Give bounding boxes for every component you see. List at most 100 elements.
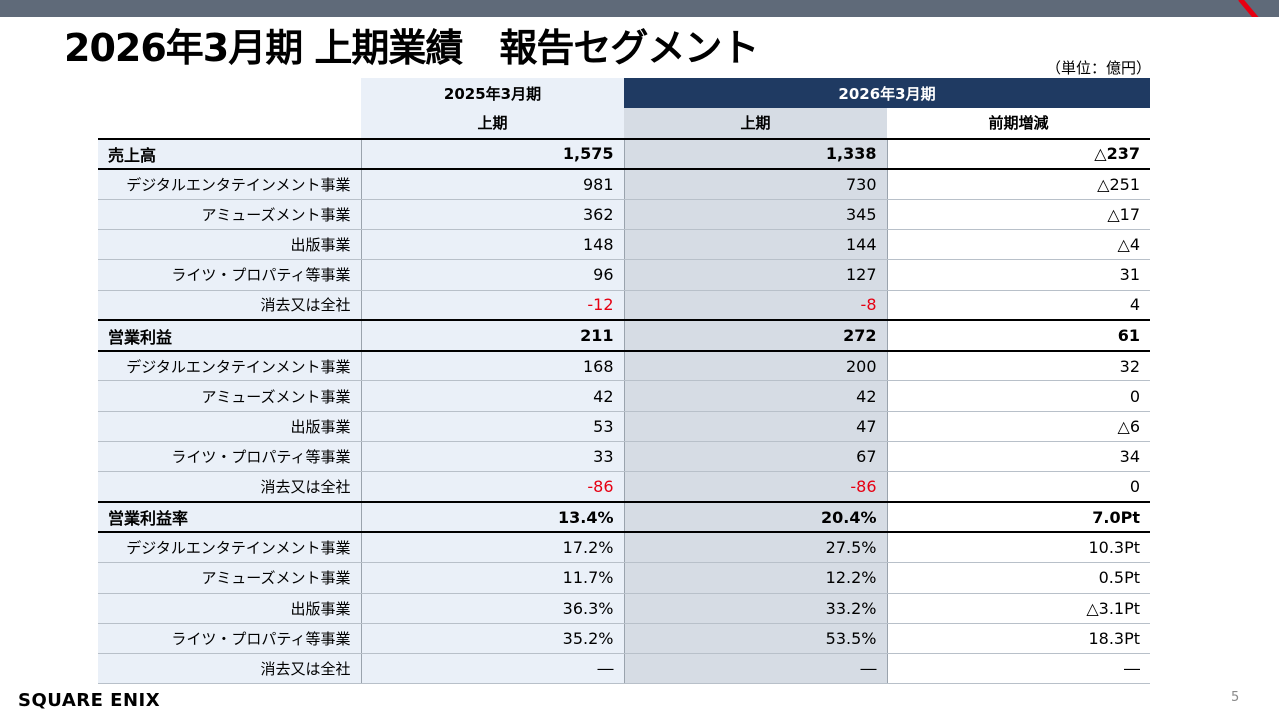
prev-value: 981 (360, 168, 624, 200)
table-row: 出版事業 53 47 △6 (98, 411, 1150, 443)
diff-value: △6 (886, 411, 1150, 443)
cur-value: 1,338 (623, 138, 887, 170)
cur-value: 53.5% (623, 623, 887, 655)
row-label: 出版事業 (98, 229, 361, 261)
table-row: アミューズメント事業 362 345 △17 (98, 199, 1150, 230)
cur-value: 272 (623, 320, 887, 352)
table-row: ライツ・プロパティ等事業 35.2% 53.5% 18.3Pt (98, 623, 1150, 655)
row-label: ライツ・プロパティ等事業 (98, 441, 361, 473)
header-prev-year: 2025年3月期 (361, 78, 624, 109)
cur-value: 67 (623, 441, 887, 473)
prev-value: 17.2% (360, 532, 624, 564)
prev-value: ― (360, 653, 624, 685)
cur-value: 20.4% (623, 502, 887, 534)
prev-value: 11.7% (360, 562, 624, 594)
header-corner (98, 78, 361, 109)
row-label: 消去又は全社 (98, 290, 361, 322)
cur-value: 27.5% (623, 532, 887, 564)
diff-value: 31 (886, 259, 1150, 291)
table-row: ライツ・プロパティ等事業 33 67 34 (98, 441, 1150, 473)
prev-value: 35.2% (360, 623, 624, 655)
cur-value: 42 (623, 380, 887, 412)
table-row: デジタルエンタテインメント事業 168 200 32 (98, 350, 1150, 382)
cur-value: 200 (623, 350, 887, 382)
row-label: アミューズメント事業 (98, 562, 361, 594)
table-row: デジタルエンタテインメント事業 981 730 △251 (98, 168, 1150, 200)
diff-value: △237 (886, 138, 1150, 170)
prev-value: 33 (360, 441, 624, 473)
row-label: 出版事業 (98, 593, 361, 624)
table-row: アミューズメント事業 42 42 0 (98, 380, 1150, 412)
cur-value: -86 (623, 471, 887, 504)
diff-value: 34 (886, 441, 1150, 473)
diff-value: 4 (886, 290, 1150, 322)
prev-value: 362 (360, 199, 624, 230)
diff-value: 32 (886, 350, 1150, 382)
table-row: ライツ・プロパティ等事業 96 127 31 (98, 259, 1150, 291)
prev-value: 168 (360, 350, 624, 382)
diff-value: △4 (886, 229, 1150, 261)
cur-value: 47 (623, 411, 887, 443)
table-row: 営業利益 211 272 61 (98, 320, 1150, 352)
diff-value: △3.1Pt (886, 593, 1150, 624)
diff-value: ― (886, 653, 1150, 685)
row-label: 営業利益 (98, 320, 361, 352)
cur-value: 33.2% (623, 593, 887, 624)
diff-value: 7.0Pt (886, 502, 1150, 534)
company-logo: SQUARE ENIX (18, 690, 161, 711)
header-prev-period: 上期 (361, 108, 624, 140)
prev-value: -12 (360, 290, 624, 322)
prev-value: 96 (360, 259, 624, 291)
diff-value: △251 (886, 168, 1150, 200)
cur-value: ― (623, 653, 887, 685)
prev-value: 53 (360, 411, 624, 443)
cur-value: 730 (623, 168, 887, 200)
table-row: 出版事業 148 144 △4 (98, 229, 1150, 261)
cur-value: -8 (623, 290, 887, 322)
row-label: 売上高 (98, 138, 361, 170)
row-label: アミューズメント事業 (98, 380, 361, 412)
cur-value: 345 (623, 199, 887, 230)
row-label: アミューズメント事業 (98, 199, 361, 230)
header-cur-period: 上期 (624, 108, 887, 140)
prev-value: -86 (360, 471, 624, 504)
row-label: 出版事業 (98, 411, 361, 443)
table-row: 出版事業 36.3% 33.2% △3.1Pt (98, 593, 1150, 624)
table-row: 消去又は全社 -86 -86 0 (98, 471, 1150, 504)
diff-value: 18.3Pt (886, 623, 1150, 655)
prev-value: 36.3% (360, 593, 624, 624)
diff-value: 61 (886, 320, 1150, 352)
table-row: 消去又は全社 -12 -8 4 (98, 290, 1150, 322)
diff-value: 0 (886, 380, 1150, 412)
prev-value: 211 (360, 320, 624, 352)
header-cur-year: 2026年3月期 (624, 78, 1150, 109)
cur-value: 127 (623, 259, 887, 291)
table-row: デジタルエンタテインメント事業 17.2% 27.5% 10.3Pt (98, 532, 1150, 564)
row-label: 消去又は全社 (98, 653, 361, 685)
prev-value: 13.4% (360, 502, 624, 534)
header-corner-sub (98, 108, 361, 140)
row-label: 営業利益率 (98, 502, 361, 534)
table-row: 消去又は全社 ― ― ― (98, 653, 1150, 685)
diff-value: △17 (886, 199, 1150, 230)
page-title: 2026年3月期 上期業績 報告セグメント (64, 26, 759, 70)
top-bar (0, 0, 1279, 17)
prev-value: 1,575 (360, 138, 624, 170)
cur-value: 12.2% (623, 562, 887, 594)
prev-value: 148 (360, 229, 624, 261)
cur-value: 144 (623, 229, 887, 261)
prev-value: 42 (360, 380, 624, 412)
row-label: ライツ・プロパティ等事業 (98, 623, 361, 655)
page-number: 5 (1231, 690, 1240, 705)
row-label: 消去又は全社 (98, 471, 361, 504)
row-label: デジタルエンタテインメント事業 (98, 168, 361, 200)
row-label: デジタルエンタテインメント事業 (98, 532, 361, 564)
diff-value: 10.3Pt (886, 532, 1150, 564)
diff-value: 0.5Pt (886, 562, 1150, 594)
table-row: アミューズメント事業 11.7% 12.2% 0.5Pt (98, 562, 1150, 594)
row-label: ライツ・プロパティ等事業 (98, 259, 361, 291)
segment-table: 2025年3月期 2026年3月期 上期 上期 前期増減 売上高 1,575 1… (98, 78, 1150, 685)
table-row: 売上高 1,575 1,338 △237 (98, 138, 1150, 170)
unit-label: （単位：億円） (1046, 59, 1152, 77)
table-row: 営業利益率 13.4% 20.4% 7.0Pt (98, 502, 1150, 534)
